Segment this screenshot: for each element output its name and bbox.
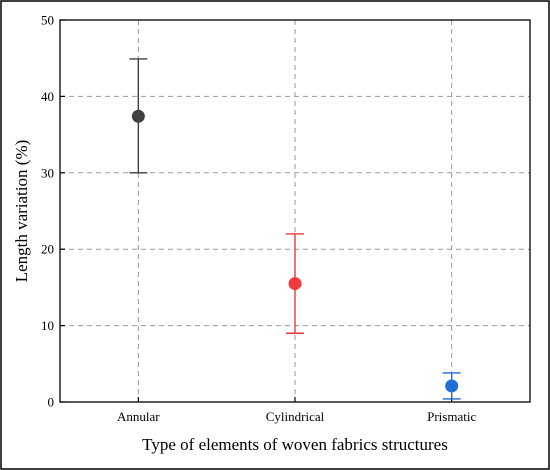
- x-axis-label: Type of elements of woven fabrics struct…: [142, 435, 448, 454]
- y-tick-label-0: 0: [48, 395, 55, 410]
- data-marks: [129, 58, 461, 400]
- y-tick-label-40: 40: [41, 89, 54, 104]
- x-tick-label-annular: Annular: [117, 409, 160, 424]
- data-point-prismatic: [445, 379, 459, 393]
- data-point-cylindrical: [288, 277, 302, 291]
- y-axis-label: Length variation (%): [12, 140, 31, 283]
- y-tick-label-50: 50: [41, 13, 54, 28]
- x-tick-label-prismatic: Prismatic: [427, 409, 476, 424]
- x-tick-label-cylindrical: Cylindrical: [266, 409, 325, 424]
- y-axis-ticks: 0 10 20 30 40 50: [41, 13, 65, 410]
- y-tick-label-10: 10: [41, 318, 54, 333]
- y-tick-label-20: 20: [41, 242, 54, 257]
- data-point-annular: [131, 109, 145, 123]
- y-tick-label-30: 30: [41, 165, 54, 180]
- x-axis-ticks: Annular Cylindrical Prismatic: [117, 397, 476, 424]
